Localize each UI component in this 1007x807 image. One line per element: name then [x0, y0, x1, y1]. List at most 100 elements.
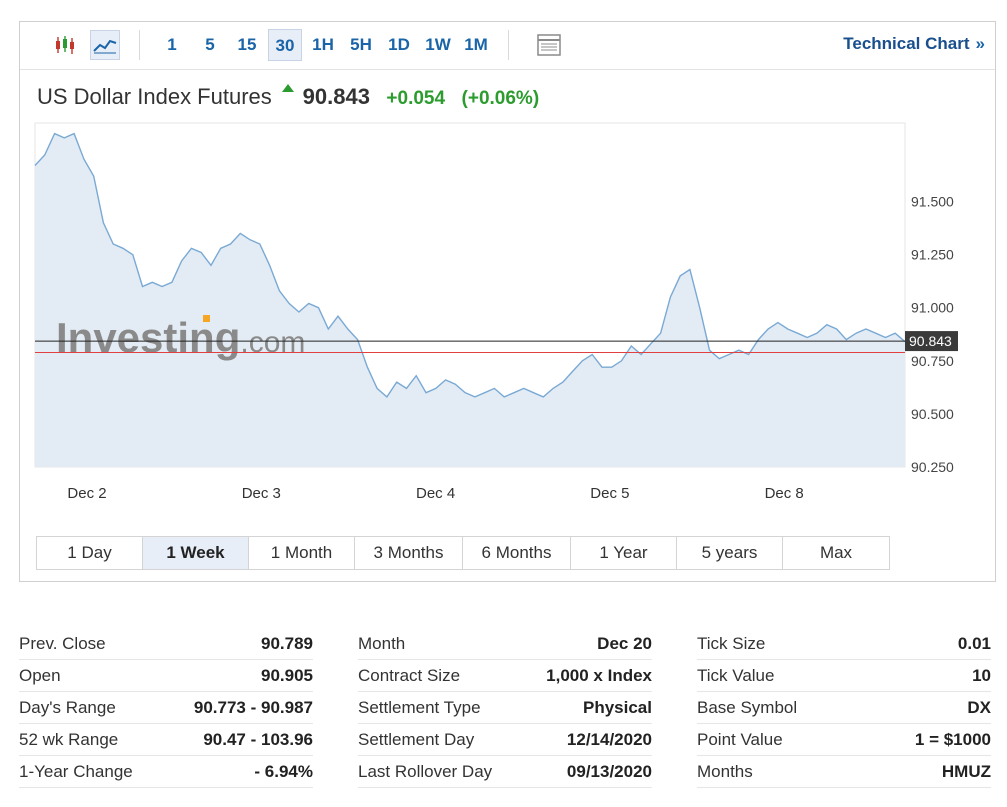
- technical-chart-link[interactable]: Technical Chart »: [843, 34, 985, 54]
- current-price-badge: [905, 331, 958, 352]
- stats-column-1: Prev. Close 90.789 Open 90.905 Day's Range 90…: [19, 628, 313, 788]
- current-price-label: 90.843: [909, 333, 952, 349]
- stat-value: 90.773 - 90.987: [193, 698, 313, 717]
- stat-value: 1,000 x Index: [546, 666, 652, 685]
- stat-label: Point Value: [697, 730, 783, 749]
- technical-chart-label: Technical Chart: [843, 34, 970, 53]
- stat-row: Settlement Day 12/14/2020: [358, 724, 652, 756]
- stat-row: Tick Value 10: [697, 660, 991, 692]
- watermark-suffix: .com: [240, 326, 305, 359]
- interval-1w[interactable]: 1W: [425, 35, 451, 54]
- stat-row: Point Value 1 = $1000: [697, 724, 991, 756]
- interval-1h[interactable]: 1H: [312, 35, 334, 54]
- range-3-months[interactable]: 3 Months: [355, 537, 463, 569]
- stat-row: Month Dec 20: [358, 628, 652, 660]
- stats-column-2: Month Dec 20 Contract Size 1,000 x Index Set…: [358, 628, 652, 788]
- stat-value: Physical: [583, 698, 652, 717]
- stat-value: 12/14/2020: [566, 730, 652, 749]
- stat-value: 09/13/2020: [566, 762, 652, 781]
- stat-value: 10: [972, 666, 991, 685]
- range-1-month[interactable]: 1 Month: [249, 537, 355, 569]
- x-tick-label: Dec 8: [765, 485, 804, 502]
- line-chart-icon[interactable]: [90, 30, 120, 60]
- stat-row: Tick Size 0.01: [697, 628, 991, 660]
- stat-value: 90.47 - 103.96: [203, 730, 313, 749]
- x-tick-label: Dec 5: [590, 485, 629, 502]
- toolbar-divider: [508, 30, 509, 60]
- stat-label: Settlement Type: [358, 698, 481, 717]
- range-1-day[interactable]: 1 Day: [37, 537, 143, 569]
- stat-row: Settlement Type Physical: [358, 692, 652, 724]
- y-tick-label: 90.250: [911, 459, 954, 475]
- stat-row: Open 90.905: [19, 660, 313, 692]
- interval-5[interactable]: 5: [205, 35, 215, 54]
- y-tick-label: 90.500: [911, 406, 954, 422]
- stat-label: Last Rollover Day: [358, 762, 493, 781]
- stat-row: 1-Year Change - 6.94%: [19, 756, 313, 788]
- stat-value: 1 = $1000: [914, 730, 991, 749]
- stat-value: - 6.94%: [254, 762, 313, 781]
- stat-label: Tick Size: [697, 634, 766, 653]
- series-line: [34, 132, 906, 398]
- range-1-year[interactable]: 1 Year: [571, 537, 677, 569]
- y-tick-label: 90.750: [911, 353, 954, 369]
- interval-15[interactable]: 15: [237, 35, 257, 54]
- stat-label: Open: [19, 666, 61, 685]
- stat-label: Tick Value: [697, 666, 775, 685]
- stat-row: Months HMUZ: [697, 756, 991, 788]
- stat-row: Day's Range 90.773 - 90.987: [19, 692, 313, 724]
- stat-label: Months: [697, 762, 753, 781]
- y-tick-label: 91.500: [911, 194, 954, 210]
- price-chart[interactable]: Investing.com 91.500 91.250 91.000 90.750 90.…: [20, 22, 995, 522]
- y-tick-label: 91.250: [911, 247, 954, 263]
- last-price: 90.843: [302, 84, 370, 109]
- series-area: [35, 133, 905, 467]
- double-chevron-right-icon: »: [975, 34, 985, 53]
- candlestick-icon[interactable]: [50, 30, 80, 60]
- interval-1[interactable]: 1: [167, 35, 177, 54]
- stat-row: 52 wk Range 90.47 - 103.96: [19, 724, 313, 756]
- quote-header: US Dollar Index Futures 90.843 +0.054 (+…: [37, 84, 539, 110]
- time-range-selector: 1 Day 1 Week 1 Month 3 Months 6 Months 1 Year…: [36, 536, 890, 570]
- interval-1m[interactable]: 1M: [464, 35, 488, 54]
- x-tick-label: Dec 3: [242, 485, 281, 502]
- stat-value: 0.01: [957, 634, 991, 653]
- stat-value: HMUZ: [941, 762, 991, 781]
- range-6-months[interactable]: 6 Months: [463, 537, 571, 569]
- interval-30[interactable]: 30: [268, 29, 302, 61]
- stat-value: 90.905: [261, 666, 313, 685]
- watermark-accent: [203, 315, 210, 322]
- instrument-title: US Dollar Index Futures: [37, 84, 272, 109]
- interval-1d[interactable]: 1D: [388, 35, 410, 54]
- stat-row: Prev. Close 90.789: [19, 628, 313, 660]
- x-tick-label: Dec 4: [416, 485, 455, 502]
- range-max[interactable]: Max: [783, 537, 889, 569]
- range-5-years[interactable]: 5 years: [677, 537, 783, 569]
- stat-label: Month: [358, 634, 406, 653]
- stat-label: Contract Size: [358, 666, 461, 685]
- chart-widget: 1 5 15 30 1H 5H 1D 1W 1M Technical Chart…: [19, 21, 996, 582]
- stat-label: Settlement Day: [358, 730, 475, 749]
- stat-label: Day's Range: [19, 698, 116, 717]
- toolbar-divider: [139, 30, 140, 60]
- watermark-brand: Investing: [56, 314, 240, 361]
- data-table-icon[interactable]: [534, 30, 564, 60]
- chart-toolbar: 1 5 15 30 1H 5H 1D 1W 1M Technical Chart…: [20, 22, 995, 70]
- stat-row: Base Symbol DX: [697, 692, 991, 724]
- x-tick-label: Dec 2: [67, 485, 106, 502]
- stat-value: DX: [967, 698, 991, 717]
- interval-5h[interactable]: 5H: [350, 35, 372, 54]
- stat-value: Dec 20: [597, 634, 652, 653]
- range-1-week[interactable]: 1 Week: [143, 537, 249, 569]
- stat-value: 90.789: [261, 634, 313, 653]
- stat-label: 52 wk Range: [19, 730, 119, 749]
- up-arrow-icon: [282, 84, 295, 92]
- stat-row: Contract Size 1,000 x Index: [358, 660, 652, 692]
- stat-row: Last Rollover Day 09/13/2020: [358, 756, 652, 788]
- stat-label: Prev. Close: [19, 634, 106, 653]
- stat-label: Base Symbol: [697, 698, 798, 717]
- y-tick-label: 91.000: [911, 300, 954, 316]
- stats-column-3: Tick Size 0.01 Tick Value 10 Base Symbol DX Po…: [697, 628, 991, 788]
- price-change: +0.054: [386, 88, 446, 109]
- stat-label: 1-Year Change: [19, 762, 133, 781]
